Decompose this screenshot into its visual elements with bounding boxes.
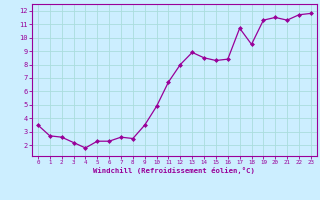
X-axis label: Windchill (Refroidissement éolien,°C): Windchill (Refroidissement éolien,°C) — [93, 167, 255, 174]
